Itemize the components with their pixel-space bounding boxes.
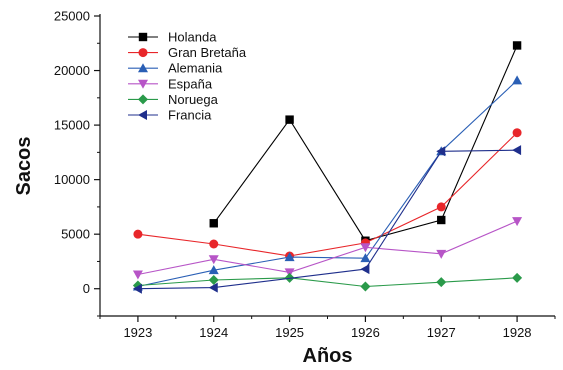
data-point-francia: [436, 146, 446, 157]
data-point-espa-a: [360, 243, 371, 253]
y-tick-label: 5000: [61, 227, 90, 242]
axes: 0 5000 10000 15000 20000 25000 1923 1924 1925 192…: [54, 9, 556, 340]
data-point-alemania: [208, 265, 219, 275]
x-tick-label: 1928: [503, 325, 532, 340]
legend-item-francia: Francia: [128, 108, 212, 123]
series-francia: [132, 145, 522, 294]
legend-label-noruega: Noruega: [168, 92, 219, 107]
data-point-espa-a: [512, 217, 523, 227]
series-espa-a: [132, 217, 523, 280]
series-line-francia: [137, 149, 518, 290]
legend-marker-alemania: [138, 63, 148, 73]
legend-label-francia: Francia: [168, 108, 212, 123]
x-axis-title: Años: [303, 345, 353, 367]
series-line-gran-breta-a: [137, 132, 518, 257]
data-point-francia: [512, 145, 522, 156]
legend-marker-espa-a: [138, 79, 148, 89]
legend-item-gran-breta-a: Gran Bretaña: [128, 45, 247, 60]
data-point-alemania: [360, 253, 371, 263]
legend-item-espa-a: España: [128, 76, 213, 91]
data-point-alemania: [512, 75, 523, 85]
data-point-holanda: [437, 215, 446, 225]
legend-label-gran-breta-a: Gran Bretaña: [168, 45, 247, 60]
x-tick-label: 1926: [351, 325, 380, 340]
data-point-francia: [208, 282, 218, 293]
data-point-gran-breta-a: [209, 239, 219, 249]
legend-label-holanda: Holanda: [168, 30, 217, 45]
data-point-noruega: [436, 277, 447, 288]
series-noruega: [132, 272, 523, 292]
data-point-espa-a: [208, 255, 219, 265]
legend-label-espa-a: España: [168, 76, 213, 91]
y-tick-label: 25000: [54, 9, 90, 24]
y-axis-title: Sacos: [13, 137, 35, 196]
y-tick-label: 20000: [54, 63, 90, 78]
data-point-francia: [132, 283, 142, 294]
data-point-gran-breta-a: [436, 202, 446, 212]
data-point-gran-breta-a: [512, 128, 522, 138]
legend-marker-holanda: [138, 32, 148, 42]
series-layer: [132, 41, 523, 294]
series-holanda: [209, 41, 522, 245]
data-point-holanda: [209, 219, 218, 228]
x-tick-label: 1927: [427, 325, 456, 340]
y-tick-label: 15000: [54, 118, 90, 133]
y-tick-label: 10000: [54, 172, 90, 187]
data-point-holanda: [285, 115, 294, 124]
data-point-noruega: [208, 275, 219, 285]
legend-marker-francia: [138, 110, 147, 120]
data-point-alemania: [284, 252, 295, 262]
x-tick-label: 1923: [123, 325, 152, 340]
y-tick-label: 0: [83, 281, 90, 296]
legend-item-noruega: Noruega: [128, 92, 219, 107]
data-point-espa-a: [436, 249, 447, 259]
data-point-gran-breta-a: [133, 229, 143, 239]
series-line-holanda: [213, 45, 518, 242]
series-line-espa-a: [137, 220, 518, 276]
data-point-noruega: [512, 272, 523, 283]
series-line-alemania: [137, 79, 518, 288]
data-point-francia: [360, 264, 370, 275]
legend-item-holanda: Holanda: [128, 30, 217, 45]
legend-item-alemania: Alemania: [128, 61, 223, 76]
series-line-noruega: [137, 277, 518, 288]
legend-label-alemania: Alemania: [168, 61, 223, 76]
data-point-noruega: [360, 281, 371, 292]
x-tick-label: 1925: [275, 325, 304, 340]
series-gran-breta-a: [133, 128, 522, 261]
legend-marker-noruega: [138, 94, 148, 105]
legend-marker-gran-breta-a: [138, 48, 148, 58]
data-point-holanda: [512, 41, 522, 50]
data-point-espa-a: [132, 270, 143, 280]
x-tick-label: 1924: [199, 325, 228, 340]
